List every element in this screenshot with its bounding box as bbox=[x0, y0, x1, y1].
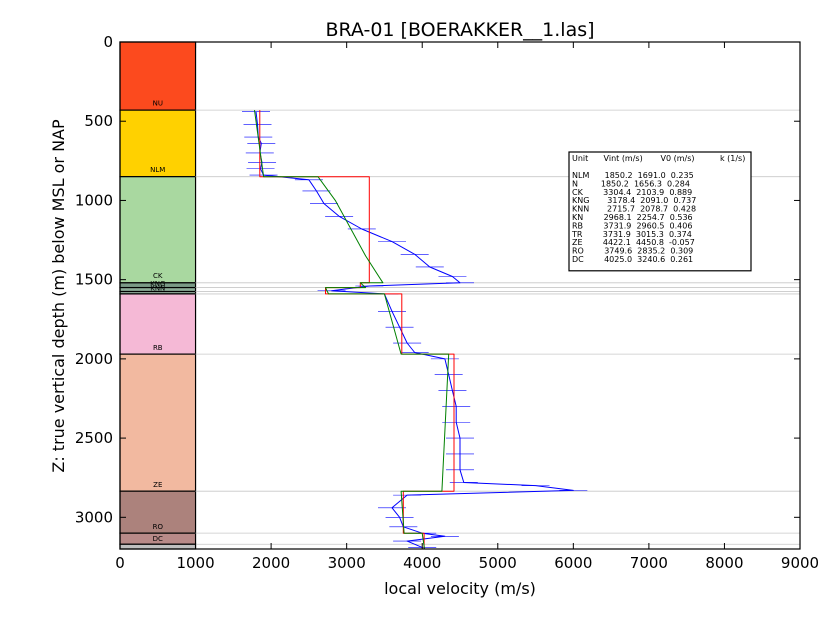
chart-title: BRA-01 [BOERAKKER__1.las] bbox=[325, 19, 594, 41]
legend-header: Unit Vint (m/s) V0 (m/s) k (1/s) bbox=[572, 154, 745, 163]
unit-band bbox=[119, 41, 197, 111]
y-tick-label: 2500 bbox=[75, 429, 113, 447]
unit-band bbox=[119, 353, 197, 492]
unit-band bbox=[119, 176, 197, 284]
legend-row: DC 4025.0 3240.6 0.261 bbox=[572, 255, 693, 264]
unit-label: KNN bbox=[150, 284, 165, 292]
x-tick-label: 5000 bbox=[479, 554, 517, 572]
unit-band bbox=[119, 490, 197, 534]
x-tick-label: 7000 bbox=[630, 554, 668, 572]
y-axis-title: Z: true vertical depth (m) below MSL or … bbox=[49, 119, 68, 473]
series-line-step bbox=[259, 110, 455, 549]
plot-frame bbox=[119, 41, 801, 550]
y-tick-label: 2000 bbox=[75, 350, 113, 368]
series-line-linear-trend bbox=[254, 110, 450, 550]
legend-row: RO 3749.6 2835.2 0.309 bbox=[572, 247, 693, 256]
unit-label: KNG bbox=[150, 280, 165, 288]
series-line-sonic-log bbox=[255, 111, 574, 548]
x-tick-label: 6000 bbox=[554, 554, 592, 572]
unit-label: DC bbox=[153, 535, 163, 543]
x-tick-label: 4000 bbox=[403, 554, 441, 572]
legend-row: KNN 2715.7 2078.7 0.428 bbox=[572, 205, 696, 214]
unit-band bbox=[119, 109, 197, 178]
y-tick-label: 500 bbox=[84, 112, 113, 130]
x-tick-label: 9000 bbox=[781, 554, 819, 572]
y-tick-label: 1500 bbox=[75, 271, 113, 289]
y-axis: 0 500 1000 1500 2000 2500 3000 bbox=[75, 33, 800, 526]
x-axis-title: local velocity (m/s) bbox=[384, 579, 536, 598]
unit-band bbox=[119, 293, 197, 355]
unit-label: RB bbox=[153, 344, 163, 352]
legend-row: CK 3304.4 2103.9 0.889 bbox=[572, 188, 692, 197]
legend-row: TR 3731.9 3015.3 0.374 bbox=[571, 230, 692, 239]
x-tick-label: 2000 bbox=[252, 554, 290, 572]
y-tick-label: 0 bbox=[103, 33, 113, 51]
unit-label: NU bbox=[153, 99, 163, 107]
unit-label: NLM bbox=[150, 166, 165, 174]
x-tick-label: 0 bbox=[115, 554, 125, 572]
unit-label: CK bbox=[153, 272, 163, 280]
legend-row: KN 2968.1 2254.7 0.536 bbox=[572, 213, 693, 222]
x-tick-label: 1000 bbox=[176, 554, 214, 572]
legend-row: KNG 3178.4 2091.0 0.737 bbox=[572, 196, 696, 205]
velocity-series bbox=[242, 110, 588, 550]
legend-row: ZE 4422.1 4450.8 -0.057 bbox=[572, 238, 695, 247]
velocity-legend: Unit Vint (m/s) V0 (m/s) k (1/s) NLM 1850… bbox=[568, 151, 752, 272]
x-tick-label: 3000 bbox=[328, 554, 366, 572]
x-tick-label: 8000 bbox=[705, 554, 743, 572]
y-tick-label: 3000 bbox=[75, 508, 113, 526]
legend-box bbox=[568, 151, 752, 272]
unit-label: ZE bbox=[153, 481, 162, 489]
unit-label: RO bbox=[153, 523, 164, 531]
legend-row: NLM 1850.2 1691.0 0.235 bbox=[572, 171, 694, 180]
unit-band bbox=[119, 543, 197, 550]
y-tick-label: 1000 bbox=[75, 191, 113, 209]
legend-row: RB 3731.9 2960.5 0.406 bbox=[572, 221, 692, 230]
x-axis: 0 1000 2000 3000 4000 5000 6000 7000 8000 9000 bbox=[115, 42, 819, 572]
legend-row: N 1850.2 1656.3 0.284 bbox=[572, 179, 690, 188]
